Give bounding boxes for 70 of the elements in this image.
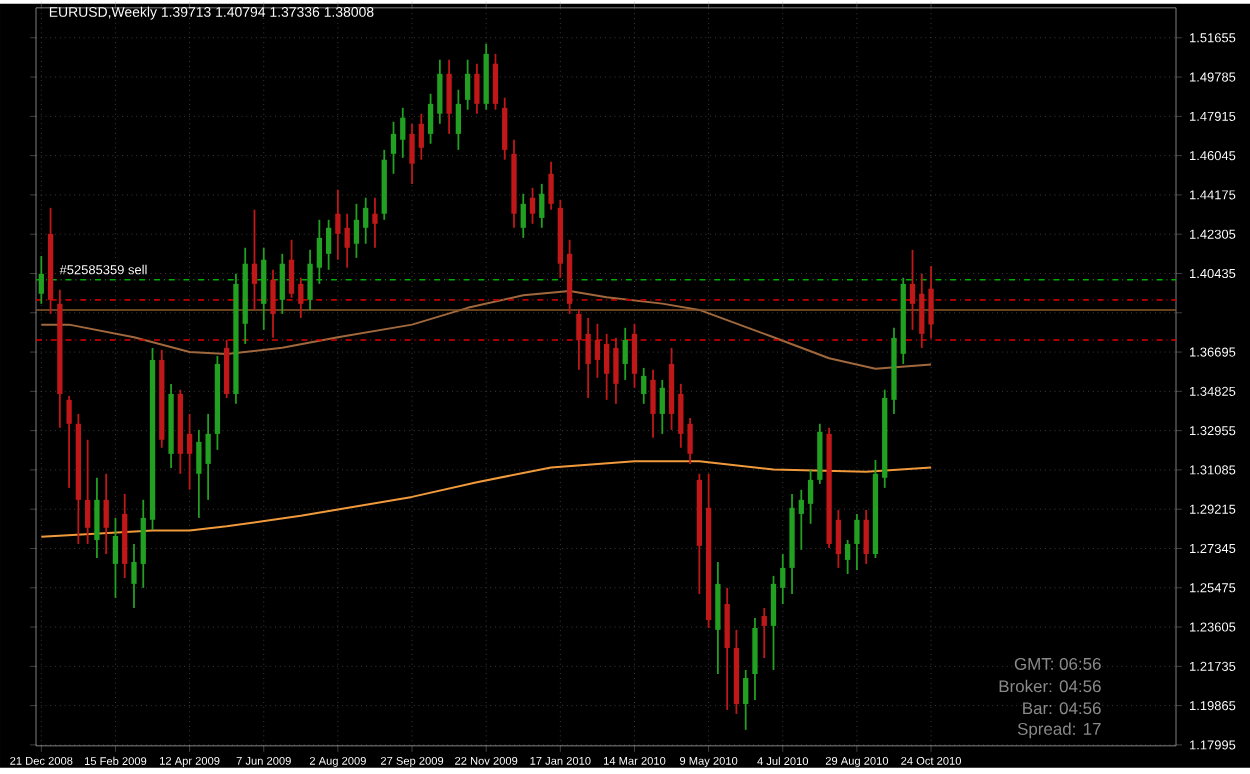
candlestick (103, 473, 109, 556)
candlestick (474, 63, 480, 115)
candlestick (446, 59, 452, 135)
candlestick (687, 417, 693, 466)
candlestick (186, 413, 193, 491)
candlestick (418, 113, 424, 161)
candlestick (325, 219, 332, 271)
candlestick (335, 189, 341, 261)
candlestick (437, 59, 443, 125)
candlestick (372, 197, 378, 249)
candlestick (288, 239, 295, 299)
candlestick (94, 477, 100, 560)
candlestick (928, 265, 934, 340)
candlestick (400, 107, 406, 159)
candlestick (678, 383, 684, 449)
candlestick (594, 323, 601, 379)
candlestick (520, 193, 526, 239)
candlestick (715, 561, 721, 676)
candlestick (724, 587, 730, 711)
candlestick (659, 379, 665, 435)
candlestick (344, 213, 350, 269)
candlestick (548, 161, 554, 211)
candlestick (909, 249, 916, 331)
candlestick (66, 395, 72, 489)
candlestick (604, 333, 610, 401)
candlestick (261, 247, 267, 331)
candlestick (307, 249, 313, 312)
candlestick (845, 539, 851, 576)
candlestick (539, 183, 545, 229)
annotation: Broker: 04:56 (999, 680, 1101, 693)
candlestick (112, 517, 119, 600)
candlestick (316, 219, 323, 285)
candlestick (770, 575, 777, 672)
candlestick (251, 209, 258, 312)
candlestick (613, 337, 619, 405)
candlestick (140, 499, 146, 589)
candlestick (38, 255, 44, 305)
candlestick (854, 513, 860, 572)
candlestick (409, 123, 415, 185)
candlestick (743, 669, 749, 731)
candlestick (279, 253, 285, 316)
candlestick (761, 607, 767, 660)
candlestick (465, 59, 471, 111)
annotation: Spread: 17 (1017, 722, 1101, 739)
candlestick (270, 269, 276, 339)
candlestick (363, 197, 369, 245)
candlestick (502, 97, 508, 161)
candlestick (835, 509, 842, 569)
candlestick (863, 509, 869, 565)
candlestick (622, 327, 628, 381)
candlestick (631, 323, 638, 389)
candlestick (529, 187, 536, 225)
candlestick (224, 339, 230, 400)
candlestick (807, 469, 814, 525)
candlestick (780, 553, 786, 606)
candlestick (427, 93, 434, 145)
candlestick (85, 439, 91, 546)
candlestick (798, 489, 804, 551)
candlestick (641, 367, 647, 405)
annotation: Bar: 04:56 (1023, 702, 1101, 715)
candlestick (390, 120, 397, 175)
candlestick (131, 543, 137, 610)
candlestick (919, 273, 925, 350)
candlestick (752, 617, 758, 702)
annotation: GMT: 06:56 (1014, 658, 1101, 671)
candlestick (492, 53, 499, 111)
candlestick (298, 277, 304, 319)
candlestick (650, 369, 656, 439)
candlestick (353, 203, 360, 259)
candlestick (455, 89, 462, 151)
